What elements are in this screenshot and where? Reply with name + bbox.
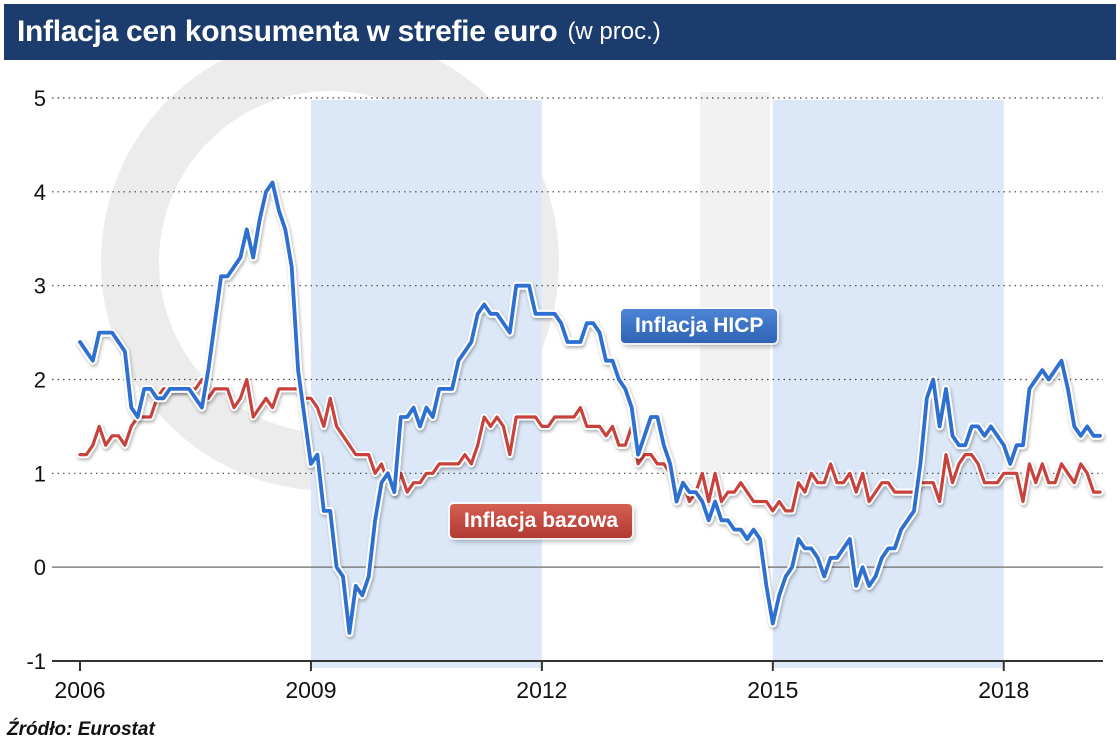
y-axis-label: 2	[34, 368, 46, 393]
watermark-logo-bar	[700, 92, 770, 474]
x-axis-label: 2009	[285, 677, 336, 703]
series-line-group	[76, 376, 1104, 515]
bazowa-line	[78, 377, 1102, 513]
chart-title-bar: Inflacja cen konsumenta w strefie euro (…	[4, 4, 1116, 60]
y-axis-label: 0	[34, 555, 46, 580]
source-note: Źródło: Eurostat	[7, 719, 155, 740]
x-axis-label: 2012	[516, 677, 567, 703]
hicp-line	[78, 180, 1102, 635]
chart-title-suffix: (w proc.)	[567, 18, 661, 45]
y-axis-label: -1	[26, 649, 46, 674]
x-axis-label: 2018	[978, 677, 1029, 703]
chart-title: Inflacja cen konsumenta w strefie euro	[17, 15, 558, 48]
shaded-period-band	[772, 100, 1004, 668]
y-axis-label: 3	[34, 274, 46, 299]
series-line-group	[76, 178, 1104, 637]
series-label-bazowa: Inflacja bazowa	[450, 504, 633, 538]
y-axis-label: 4	[34, 180, 46, 205]
shaded-period-band	[310, 100, 542, 668]
x-axis-label: 2015	[747, 677, 798, 703]
series-label-hicp: Inflacja HICP	[621, 309, 778, 343]
y-axis-label: 1	[34, 461, 46, 486]
y-axis-label: 5	[34, 86, 46, 111]
x-axis-label: 2006	[54, 677, 105, 703]
